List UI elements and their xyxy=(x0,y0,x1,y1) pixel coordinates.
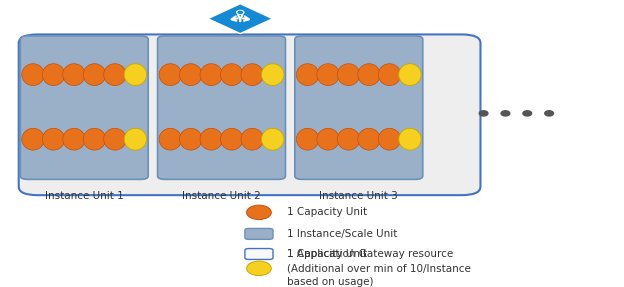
Ellipse shape xyxy=(338,64,360,86)
Ellipse shape xyxy=(241,128,263,150)
Ellipse shape xyxy=(501,111,510,116)
Ellipse shape xyxy=(63,128,85,150)
Ellipse shape xyxy=(241,64,263,86)
Ellipse shape xyxy=(296,128,319,150)
Ellipse shape xyxy=(124,128,147,150)
Ellipse shape xyxy=(246,205,271,220)
Ellipse shape xyxy=(246,261,271,276)
Ellipse shape xyxy=(358,128,380,150)
Ellipse shape xyxy=(296,64,319,86)
Ellipse shape xyxy=(317,128,339,150)
Ellipse shape xyxy=(42,64,65,86)
FancyBboxPatch shape xyxy=(19,34,480,195)
Ellipse shape xyxy=(220,128,243,150)
Ellipse shape xyxy=(22,64,44,86)
Ellipse shape xyxy=(378,128,401,150)
Text: Instance Unit 1: Instance Unit 1 xyxy=(45,191,124,201)
Text: 1 Application Gateway resource: 1 Application Gateway resource xyxy=(287,249,453,259)
Ellipse shape xyxy=(479,111,488,116)
Ellipse shape xyxy=(22,128,44,150)
FancyBboxPatch shape xyxy=(157,36,286,179)
FancyBboxPatch shape xyxy=(245,228,273,239)
Polygon shape xyxy=(208,4,273,34)
Ellipse shape xyxy=(236,10,244,14)
Ellipse shape xyxy=(238,11,242,13)
Ellipse shape xyxy=(358,64,380,86)
Ellipse shape xyxy=(159,64,182,86)
Ellipse shape xyxy=(124,64,147,86)
Ellipse shape xyxy=(338,128,360,150)
Ellipse shape xyxy=(42,128,65,150)
Text: Instance Unit 2: Instance Unit 2 xyxy=(182,191,261,201)
Ellipse shape xyxy=(399,128,421,150)
Ellipse shape xyxy=(378,64,401,86)
Ellipse shape xyxy=(220,64,243,86)
Ellipse shape xyxy=(180,128,202,150)
Ellipse shape xyxy=(261,64,284,86)
Ellipse shape xyxy=(200,64,223,86)
FancyBboxPatch shape xyxy=(21,36,148,179)
Text: 1 Capacity Unit: 1 Capacity Unit xyxy=(287,208,367,217)
Text: 1 Instance/Scale Unit: 1 Instance/Scale Unit xyxy=(287,229,397,239)
Ellipse shape xyxy=(261,128,284,150)
Ellipse shape xyxy=(104,64,126,86)
Ellipse shape xyxy=(523,111,532,116)
FancyBboxPatch shape xyxy=(245,249,273,259)
Ellipse shape xyxy=(83,64,105,86)
Ellipse shape xyxy=(180,64,202,86)
Ellipse shape xyxy=(317,64,339,86)
Text: 1 Capacity Unit
(Additional over min of 10/Instance
based on usage): 1 Capacity Unit (Additional over min of … xyxy=(287,249,471,287)
Ellipse shape xyxy=(104,128,126,150)
Ellipse shape xyxy=(159,128,182,150)
Text: Instance Unit 3: Instance Unit 3 xyxy=(319,191,398,201)
Ellipse shape xyxy=(200,128,223,150)
Ellipse shape xyxy=(399,64,421,86)
Ellipse shape xyxy=(63,64,85,86)
FancyBboxPatch shape xyxy=(295,36,423,179)
Ellipse shape xyxy=(545,111,553,116)
Ellipse shape xyxy=(83,128,105,150)
